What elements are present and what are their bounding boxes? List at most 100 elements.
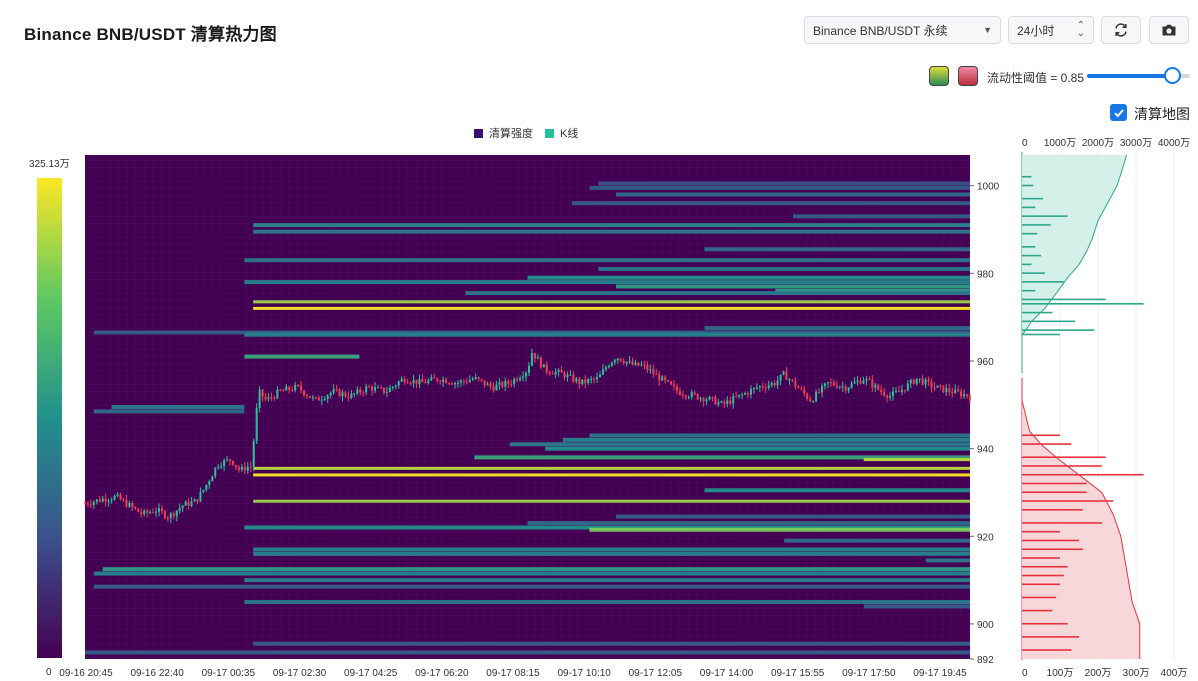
candle-body [231,460,234,465]
candle-body [459,380,462,383]
candle-body [359,389,362,393]
x-tick-label: 09-17 00:35 [202,668,256,679]
candle-body [264,396,267,400]
side-ask-bar [1022,329,1095,331]
candle-body [720,401,723,403]
x-tick-label: 09-16 22:40 [130,668,184,679]
legend-intensity-swatch [474,128,483,138]
candle-body [513,379,516,385]
candle-body [844,386,847,391]
candle-body [619,358,622,362]
candle-body [211,476,214,482]
candle-body [758,386,761,388]
candle-body [741,394,744,396]
candle-body [909,379,912,384]
candle-body [403,378,406,383]
candle-body [391,386,394,388]
candle-body [610,362,613,367]
candle-body [664,376,667,381]
liq-map-checkbox[interactable] [1110,104,1127,121]
y-tick-label: 900 [977,620,994,631]
candle-body [966,394,969,397]
candle-body [297,384,300,386]
candle-body [856,380,859,383]
candle-body [365,386,368,393]
candle-body [193,499,196,502]
x-tick-label: 09-17 15:55 [771,668,825,679]
candle-body [155,511,158,513]
liquidation-band [111,405,245,409]
candle-body [92,501,95,505]
candle-body [634,362,637,365]
candle-body [782,371,785,375]
candle-body [199,491,202,502]
liquidation-band [925,558,970,563]
candle-body [773,382,776,386]
candle-body [593,378,596,380]
candle-body [906,383,909,391]
candle-body [314,397,317,399]
side-ask-bar [1022,333,1060,336]
liquidation-band [509,442,970,447]
candle-body [877,384,880,390]
candle-body [566,374,569,378]
candle-body [311,397,314,399]
candle-body [794,380,797,387]
candle-body [933,387,936,389]
candle-body [590,378,593,380]
range-select-value: 24小时 [1017,23,1055,38]
refresh-button[interactable] [1101,16,1141,44]
candle-body [607,366,610,368]
candle-body [957,389,960,392]
liquidation-band [93,571,971,576]
side-ask-bar [1022,289,1036,292]
candle-body [356,389,359,394]
side-ask-bar [1022,184,1034,187]
legend-intensity-label[interactable]: 清算强度 [489,128,533,140]
candle-body [382,387,385,393]
candle-body [812,401,815,403]
side-bid-bar [1022,622,1068,625]
candle-body [107,500,110,502]
color-scheme-red-swatch[interactable] [958,66,978,86]
color-scheme-green-swatch[interactable] [929,66,949,86]
candle-body [883,391,886,396]
candle-body [646,364,649,370]
candle-body [655,374,658,376]
liquidation-band [93,330,971,335]
liquidation-band [598,181,970,186]
liq-map-label[interactable]: 清算地图 [1134,106,1190,122]
candle-body [601,369,604,375]
candle-body [152,512,155,514]
market-select[interactable]: Binance BNB/USDT 永续 ▼ [804,16,1001,44]
liquidation-band [775,288,970,293]
candle-body [969,396,971,400]
candle-body [448,383,451,385]
candle-body [202,489,205,492]
candle-body [486,383,489,386]
candle-body [800,388,803,390]
candle-body [190,501,193,506]
threshold-slider-rest[interactable] [1178,74,1190,78]
candle-body [181,505,184,509]
threshold-slider-track[interactable] [1087,74,1187,78]
candle-body [451,383,454,385]
candle-body [226,459,229,461]
candle-body [942,385,945,393]
candle-body [471,378,474,380]
candle-body [507,381,510,384]
range-select[interactable]: 24小时 ⌃ ⌄ [1008,16,1094,44]
threshold-slider-handle[interactable] [1164,67,1181,84]
candle-body [584,379,587,384]
candle-body [335,389,338,391]
liquidation-band [527,521,970,526]
candle-body [578,378,581,385]
candle-body [125,499,128,507]
candle-body [285,386,288,391]
candle-body [243,466,246,471]
candle-body [113,495,116,500]
candle-body [921,378,924,385]
legend-kline-label[interactable]: K线 [560,128,579,140]
screenshot-button[interactable] [1149,16,1189,44]
x-tick-label: 09-17 17:50 [842,668,896,679]
